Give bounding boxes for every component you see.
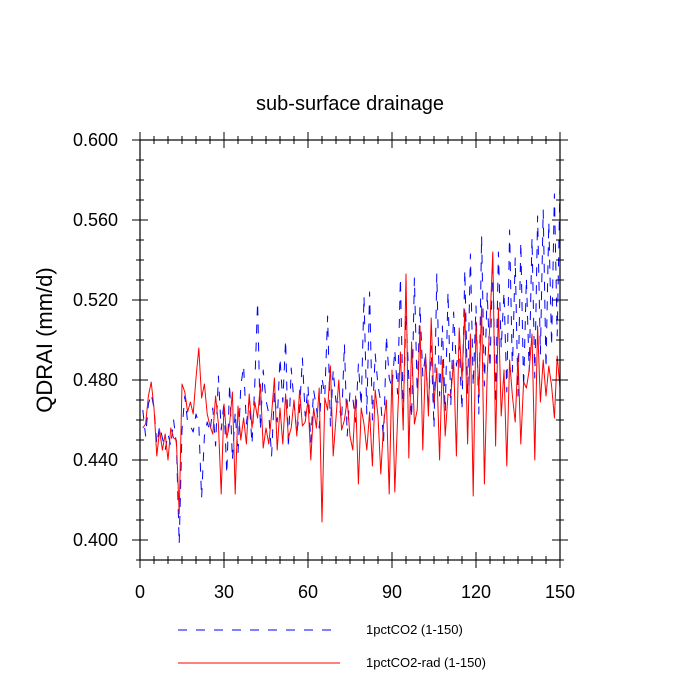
legend-label-1pctco2: 1pctCO2 (1-150) — [366, 622, 463, 637]
y-tick-label: 0.560 — [73, 210, 118, 230]
x-tick-label: 0 — [135, 582, 145, 602]
chart-title: sub-surface drainage — [256, 93, 444, 115]
x-tick-label: 120 — [461, 582, 491, 602]
x-tick-label: 30 — [214, 582, 234, 602]
legend: 1pctCO2 (1-150) 1pctCO2-rad (1-150) — [178, 622, 486, 670]
y-tick-label: 0.440 — [73, 450, 118, 470]
legend-label-1pctco2-rad: 1pctCO2-rad (1-150) — [366, 655, 486, 670]
y-tick-label: 0.400 — [73, 530, 118, 550]
series-line-1pctco2-rad — [142, 251, 561, 523]
x-tick-label: 60 — [298, 582, 318, 602]
y-tick-label: 0.480 — [73, 370, 118, 390]
y-tick-label: 0.520 — [73, 290, 118, 310]
x-tick-label: 150 — [545, 582, 575, 602]
y-axis-label: QDRAI (mm/d) — [32, 267, 57, 412]
plot-frame — [139, 139, 561, 561]
y-tick-label: 0.600 — [73, 130, 118, 150]
x-tick-label: 90 — [382, 582, 402, 602]
series-layer — [142, 183, 561, 545]
